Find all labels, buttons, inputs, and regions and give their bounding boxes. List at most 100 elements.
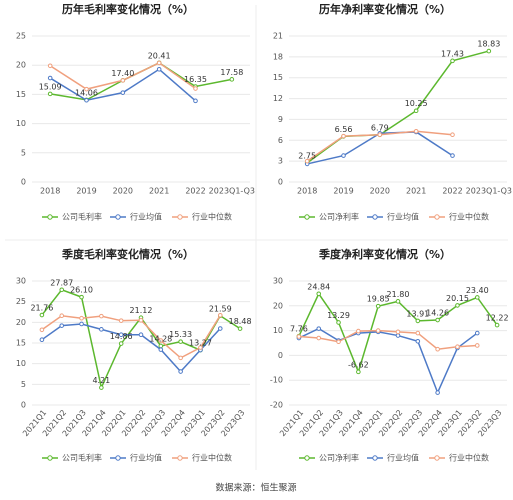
point (474, 295, 480, 300)
point (336, 320, 341, 325)
data-label: 18.83 (477, 40, 500, 49)
data-label: 27.87 (50, 278, 73, 287)
point (435, 346, 440, 352)
x-tick-label: 2019 (76, 187, 96, 196)
legend-label: 行业中位数 (449, 453, 489, 463)
data-label: 21.59 (209, 304, 232, 313)
point (178, 339, 183, 344)
point (474, 330, 480, 336)
legend-label: 行业中位数 (192, 453, 232, 463)
point (395, 333, 401, 338)
legend-marker (304, 214, 310, 220)
data-label: 10.25 (405, 99, 428, 108)
point (415, 338, 421, 344)
point (415, 318, 421, 324)
point (158, 347, 164, 352)
data-label: 13.27 (189, 339, 212, 348)
point (118, 318, 124, 323)
y-tick-label: 5 (21, 380, 26, 389)
point (217, 326, 223, 331)
legend-marker (372, 214, 378, 220)
legend-label: 公司净利率 (319, 212, 359, 222)
point (39, 337, 45, 342)
chart-title: 历年毛利率变化情况（%） (62, 2, 194, 16)
point (158, 338, 164, 343)
source-note: 数据来源：恒生聚源 (215, 482, 296, 494)
point (99, 313, 104, 319)
y-tick-label: -10 (270, 376, 283, 385)
data-label: 23.40 (466, 286, 489, 295)
point (316, 291, 322, 297)
y-tick-label: 20 (273, 301, 283, 310)
data-label: 12.22 (486, 314, 509, 323)
point (59, 323, 65, 328)
point (178, 355, 183, 361)
point (217, 313, 223, 318)
point (341, 133, 346, 139)
point (375, 328, 381, 333)
legend-label: 行业均值 (387, 453, 419, 463)
legend-marker (372, 455, 378, 461)
chart-title: 季度毛利率变化情况（%） (61, 247, 194, 261)
data-label: 6.79 (371, 123, 389, 132)
y-tick-label: 21 (273, 32, 283, 41)
data-label: 16.35 (184, 75, 207, 84)
y-tick-label: 0 (278, 178, 283, 187)
point (39, 327, 45, 333)
data-label: 13.29 (327, 311, 350, 320)
data-label: 20.15 (446, 294, 469, 303)
point (156, 60, 162, 66)
point (99, 385, 104, 390)
point (138, 317, 144, 323)
y-tick-label: 30 (16, 277, 26, 286)
legend-label: 行业均值 (130, 212, 162, 222)
point (47, 91, 53, 97)
data-label: 20.41 (148, 51, 171, 60)
point (336, 339, 341, 345)
point (79, 321, 84, 327)
y-tick-label: 25 (16, 297, 26, 306)
legend-marker (304, 455, 310, 461)
y-tick-label: 0 (278, 351, 283, 360)
y-tick-label: 0 (21, 178, 26, 187)
point (415, 330, 421, 336)
y-tick-label: 25 (16, 32, 26, 41)
y-tick-label: 10 (16, 119, 26, 128)
point (39, 312, 45, 318)
point (356, 369, 361, 375)
data-label: 21.80 (387, 290, 410, 299)
point (229, 77, 235, 82)
point (99, 327, 104, 332)
legend-marker (434, 214, 440, 220)
y-tick-label: 10 (273, 326, 283, 335)
data-label: 14.06 (75, 88, 98, 97)
data-label: 26.10 (70, 286, 93, 295)
series-line (41, 323, 221, 373)
point (193, 86, 198, 91)
data-label: 24.84 (307, 282, 330, 291)
x-tick-label: 2023Q1-Q3 (466, 187, 512, 196)
legend-label: 公司毛利率 (62, 212, 102, 222)
x-tick-label: 2021 (149, 187, 169, 196)
legend-marker (47, 455, 53, 461)
data-label: 17.58 (220, 68, 243, 77)
data-label: 14.26 (426, 309, 449, 318)
legend-marker (115, 455, 121, 461)
data-label: 14.28 (149, 334, 172, 343)
x-tick-label: 2021 (406, 187, 426, 196)
point (450, 58, 455, 64)
point (138, 332, 144, 338)
point (120, 90, 126, 95)
x-tick-label: 2020 (113, 187, 133, 196)
y-tick-label: 15 (16, 90, 26, 99)
x-tick-label: 2018 (40, 187, 60, 196)
point (455, 303, 460, 308)
point (377, 132, 383, 138)
point (84, 97, 89, 103)
x-tick-label: 2020 (370, 187, 390, 196)
data-label: 15.09 (39, 82, 62, 91)
data-label: 15.33 (169, 330, 192, 339)
point (118, 332, 124, 338)
data-label: 21.12 (130, 306, 153, 315)
series-line (298, 327, 478, 395)
